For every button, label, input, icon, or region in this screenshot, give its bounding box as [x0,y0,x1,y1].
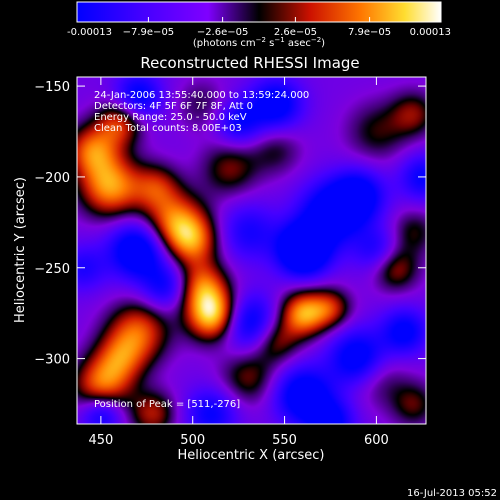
annotation-time-range: 24-Jan-2006 13:55:40.000 to 13:59:24.000 [94,90,309,101]
colorbar [76,1,442,23]
x-tick-label-2: 550 [272,433,297,448]
x-axis-tick-labels: 450 500 550 600 [88,433,388,448]
colorbar-tick-label-2: −2.6e−05 [197,27,249,38]
annotation-energy-range: Energy Range: 25.0 - 50.0 keV [94,112,247,123]
x-axis-ticks [100,77,377,424]
y-tick-label-2: −250 [34,262,70,277]
colorbar-tick-label-0: -0.00013 [67,27,112,38]
colorbar-units-label: (photons cm−2 s−1 asec−2) [193,36,325,49]
heatmap-image [77,77,426,424]
peak-position-label: Position of Peak = [511,-276] [94,399,240,410]
y-axis-ticks [77,85,426,360]
annotation-detectors: Detectors: 4F 5F 6F 7F 8F, Att 0 [94,101,253,112]
colorbar-tick-label-1: −7.9e−05 [123,27,175,38]
x-tick-label-0: 450 [88,433,113,448]
footer-date: 16-Jul-2013 05:52 [407,488,497,499]
y-tick-label-1: −200 [34,171,70,186]
colorbar-tick-label-4: 7.9e−05 [348,27,391,38]
heatmap-area [77,77,426,424]
y-tick-label-0: −150 [34,80,70,95]
y-axis-tick-labels: −150 −200 −250 −300 [34,80,70,368]
colorbar-tick-label-5: 0.00013 [410,27,451,38]
x-tick-label-1: 500 [180,433,205,448]
x-tick-label-3: 600 [364,433,389,448]
y-axis-label: Heliocentric Y (arcsec) [13,177,28,323]
colorbar-tick-label-3: 2.6e−05 [274,27,317,38]
plot-frame [76,76,427,425]
colorbar-tick-labels: -0.00013 −7.9e−05 −2.6e−05 2.6e−05 7.9e−05 0.… [67,27,451,38]
annotation-clean-counts: Clean Total counts: 8.00E+03 [94,123,242,134]
colorbar-ticks [76,17,442,22]
annotation-block: 24-Jan-2006 13:55:40.000 to 13:59:24.000… [94,90,309,134]
y-tick-label-3: −300 [34,353,70,368]
chart-title: Reconstructed RHESSI Image [140,54,359,72]
x-axis-label: Heliocentric X (arcsec) [178,448,325,463]
